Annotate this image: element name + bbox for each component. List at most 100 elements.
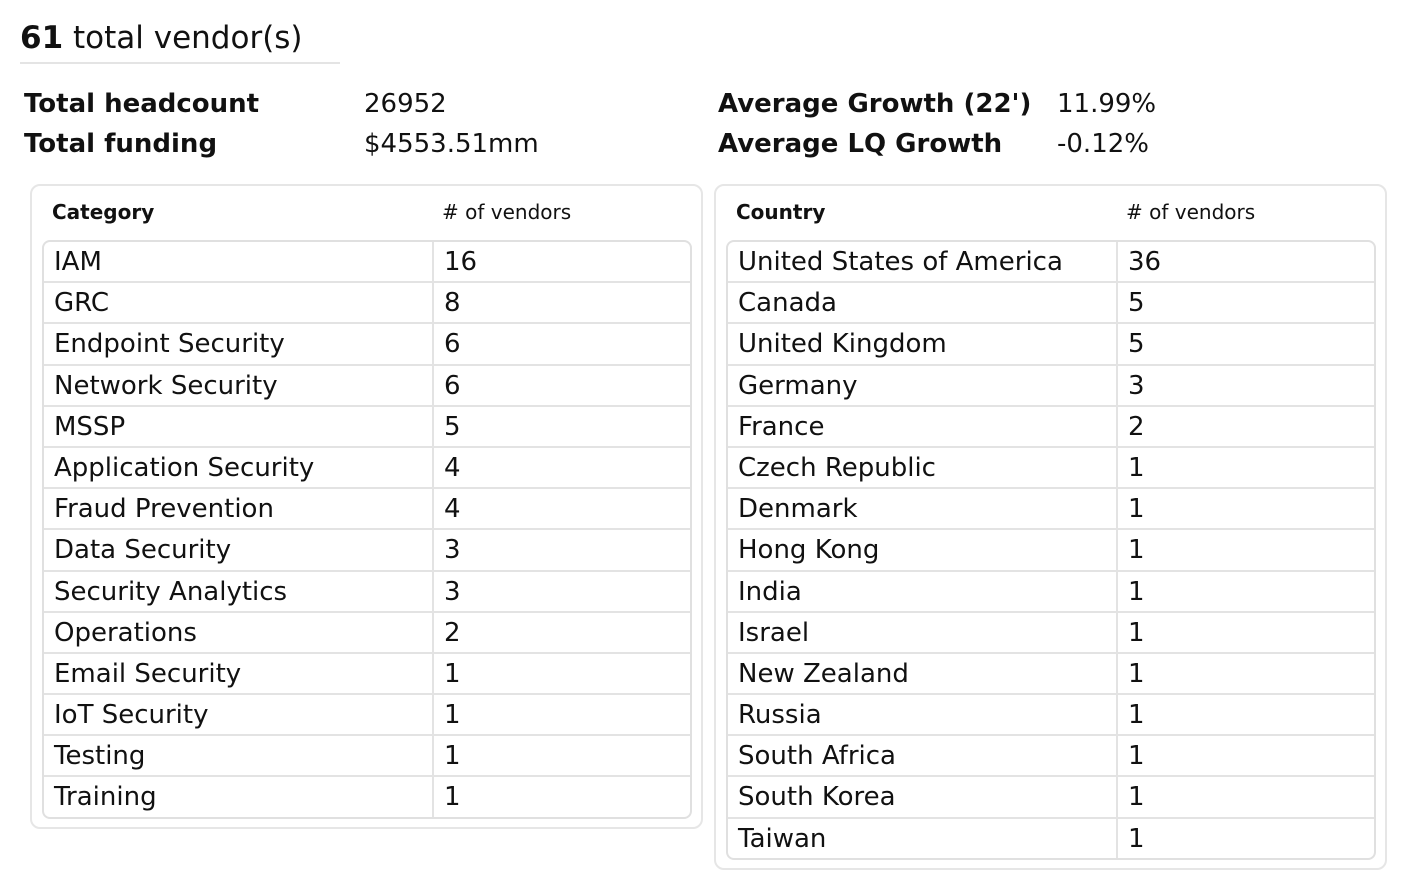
country-name-cell: South Korea [728,777,1118,817]
country-count-cell: 1 [1128,452,1145,483]
table-row: IoT Security 1 [44,695,690,737]
table-row: Hong Kong 1 [728,530,1374,572]
average-growth-value: 11.99% [1057,89,1157,119]
category-table: IAM 16 GRC 8 Endpoint Security 6 Network Secur… [42,240,692,819]
table-row: Testing 1 [44,736,690,778]
table-row: Russia 1 [728,695,1374,737]
table-row: Data Security 3 [44,530,690,572]
table-row: South Korea 1 [728,777,1374,819]
category-name-cell: Application Security [44,447,434,488]
country-count-cell: 1 [1128,617,1145,648]
country-count-cell: 1 [1128,494,1145,525]
table-row: Czech Republic 1 [728,447,1374,490]
average-lq-growth-value: -0.12% [1057,129,1149,159]
table-row: France 2 [728,406,1374,448]
country-name-cell: France [728,406,1118,446]
country-count-cell: 1 [1128,658,1145,689]
country-name-cell: Czech Republic [728,447,1118,488]
total-funding-value: $4553.51mm [364,129,539,159]
table-row: United Kingdom 5 [728,324,1374,366]
country-name-cell: New Zealand [728,653,1118,694]
category-count-cell: 16 [444,247,478,277]
table-row: Network Security 6 [44,365,690,407]
table-row: Israel 1 [728,612,1374,654]
vendor-count-header: 61 total vendor(s) [20,18,340,64]
category-name-cell: Testing [44,736,434,776]
table-row: Germany 3 [728,365,1374,407]
category-panel: Category # of vendors IAM 16 GRC 8 Endpoint … [30,184,703,829]
category-name-cell: IoT Security [44,695,434,735]
country-column-header: Country [736,200,826,224]
country-name-cell: Germany [728,365,1118,405]
country-name-cell: Hong Kong [728,530,1118,570]
average-lq-growth-label: Average LQ Growth [718,129,1003,159]
table-row: New Zealand 1 [728,653,1374,696]
country-count-cell: 5 [1128,288,1145,319]
category-count-cell: 8 [444,288,461,319]
country-count-cell: 36 [1128,247,1162,277]
country-table: United States of America 36 Canada 5 United … [726,240,1376,860]
category-name-cell: Endpoint Security [44,324,434,364]
country-count-cell: 1 [1128,700,1145,731]
country-count-cell: 3 [1128,370,1145,401]
table-row: Taiwan 1 [728,818,1374,858]
country-name-cell: United Kingdom [728,324,1118,364]
table-row: South Africa 1 [728,736,1374,778]
category-name-cell: Operations [44,612,434,652]
table-row: Application Security 4 [44,447,690,490]
category-table-header: Category # of vendors [32,200,701,228]
category-count-column-header: # of vendors [442,200,572,224]
category-count-cell: 1 [444,782,461,813]
category-name-cell: Fraud Prevention [44,489,434,529]
country-name-cell: Canada [728,283,1118,323]
table-row: Fraud Prevention 4 [44,489,690,531]
country-name-cell: Israel [728,612,1118,652]
country-count-cell: 2 [1128,411,1145,442]
category-name-cell: Training [44,777,434,817]
category-count-cell: 1 [444,658,461,689]
country-panel: Country # of vendors United States of Am… [714,184,1387,870]
country-count-column-header: # of vendors [1126,200,1256,224]
category-count-cell: 1 [444,700,461,731]
table-row: Email Security 1 [44,653,690,696]
country-name-cell: United States of America [728,242,1118,282]
category-name-cell: Network Security [44,365,434,405]
category-name-cell: MSSP [44,406,434,446]
category-count-cell: 5 [444,411,461,442]
table-row: Security Analytics 3 [44,571,690,613]
category-name-cell: IAM [44,242,434,282]
total-headcount-label: Total headcount [24,89,260,119]
total-headcount-value: 26952 [364,89,447,119]
category-count-cell: 1 [444,741,461,772]
table-row: IAM 16 [44,242,690,284]
category-name-cell: Email Security [44,653,434,694]
table-row: Canada 5 [728,283,1374,325]
table-row: Training 1 [44,777,690,817]
country-name-cell: India [728,571,1118,611]
category-name-cell: Data Security [44,530,434,570]
table-row: GRC 8 [44,283,690,325]
average-growth-label: Average Growth (22') [718,89,1032,119]
country-count-cell: 5 [1128,329,1145,360]
table-row: India 1 [728,571,1374,613]
table-row: Endpoint Security 6 [44,324,690,366]
category-count-cell: 3 [444,535,461,566]
country-count-cell: 1 [1128,535,1145,566]
country-name-cell: South Africa [728,736,1118,776]
category-count-cell: 6 [444,329,461,360]
table-row: Operations 2 [44,612,690,654]
category-count-cell: 2 [444,617,461,648]
total-funding-label: Total funding [24,129,218,159]
table-row: MSSP 5 [44,406,690,448]
vendor-count-suffix: total vendor(s) [63,20,303,56]
country-name-cell: Taiwan [728,818,1118,858]
country-count-cell: 1 [1128,741,1145,772]
country-table-header: Country # of vendors [716,200,1385,228]
country-name-cell: Russia [728,695,1118,735]
category-name-cell: GRC [44,283,434,323]
country-count-cell: 1 [1128,823,1145,854]
category-count-cell: 6 [444,370,461,401]
country-count-cell: 1 [1128,576,1145,607]
table-row: Denmark 1 [728,489,1374,531]
category-column-header: Category [52,200,155,224]
